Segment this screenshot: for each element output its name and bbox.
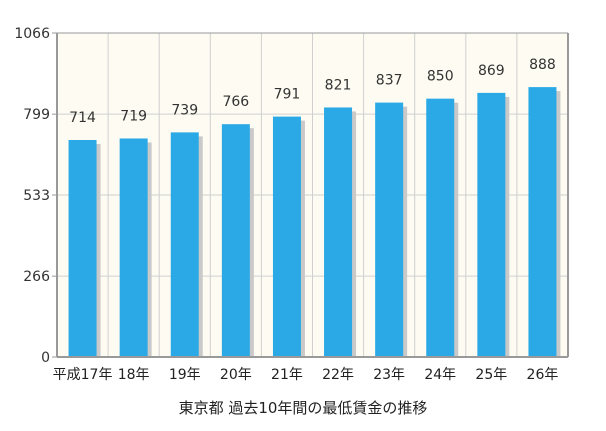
bars (68, 87, 557, 358)
bar (375, 102, 404, 357)
y-tick-label: 1066 (14, 26, 50, 42)
bar (221, 124, 250, 357)
y-tick-label: 0 (41, 350, 50, 366)
x-category-label: 23年 (373, 367, 405, 383)
bar (170, 132, 199, 357)
data-label: 714 (69, 110, 96, 126)
x-category-label: 22年 (322, 367, 354, 383)
x-category-label: 21年 (271, 367, 303, 383)
x-category-label: 20年 (220, 367, 252, 383)
bar (272, 116, 301, 357)
data-labels: 714 719 739 766 791 821 837 850 869 888 (69, 57, 556, 126)
x-category-label: 平成17年 (53, 367, 113, 383)
data-label: 850 (427, 69, 454, 85)
x-category-label: 25年 (475, 367, 507, 383)
chart-title: 東京都 過去10年間の最低賃金の推移 (178, 399, 428, 417)
data-label: 719 (120, 108, 147, 124)
data-label: 888 (529, 57, 556, 73)
bar (477, 92, 506, 358)
x-category-label: 18年 (118, 367, 150, 383)
axes (52, 32, 569, 358)
chart: 0 266 533 799 1066 714 719 739 766 791 821 837 850 8… (14, 26, 569, 383)
y-tick-label: 799 (23, 107, 50, 123)
y-tick-label: 533 (23, 188, 50, 204)
category-labels: 平成17年 18年 19年 20年 21年 22年 23年 24年 25年 26年 (53, 367, 559, 383)
data-label: 869 (478, 63, 505, 79)
x-category-label: 26年 (527, 367, 559, 383)
data-label: 791 (274, 87, 301, 103)
x-category-label: 19年 (169, 367, 201, 383)
data-label: 766 (222, 94, 249, 110)
bar (68, 139, 97, 357)
data-label: 837 (376, 73, 403, 89)
data-label: 739 (171, 102, 198, 118)
bar (119, 138, 148, 357)
y-tick-label: 266 (23, 269, 50, 285)
y-tick-labels: 0 266 533 799 1066 (14, 26, 50, 366)
data-label: 821 (325, 77, 352, 93)
bar (324, 107, 353, 357)
x-category-label: 24年 (424, 367, 456, 383)
bar (426, 98, 455, 357)
bar (528, 87, 557, 357)
